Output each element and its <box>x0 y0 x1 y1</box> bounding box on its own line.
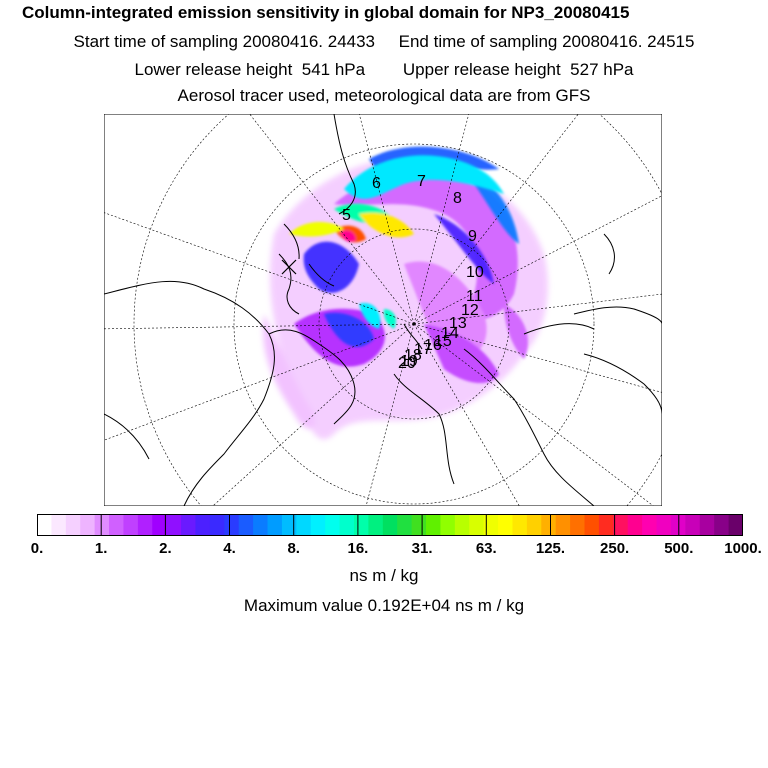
colorbar-cell <box>339 514 355 536</box>
colorbar-tick-label: 2. <box>159 540 172 557</box>
colorbar-tick-label: 1000. <box>724 540 762 557</box>
day-label: 6 <box>372 175 381 192</box>
colorbar-cell <box>166 514 182 536</box>
colorbar-tick-label: 63. <box>475 540 497 557</box>
colorbar-cell <box>310 514 326 536</box>
colorbar-cell <box>483 514 499 536</box>
colorbar-cell <box>440 514 456 536</box>
colorbar-cell <box>51 514 67 536</box>
colorbar-cell <box>368 514 384 536</box>
day-label: 19 <box>400 353 418 370</box>
colorbar-cell <box>454 514 470 536</box>
max-value-line: Maximum value 0.192E+04 ns m / kg <box>243 596 525 615</box>
colorbar-cell <box>281 514 297 536</box>
colorbar-tick-label: 125. <box>535 540 566 557</box>
colorbar-cell <box>296 514 312 536</box>
colorbar-cell <box>267 514 283 536</box>
colorbar-cell <box>65 514 81 536</box>
colorbar-cell <box>526 514 542 536</box>
graticule <box>104 114 662 506</box>
colorbar-cell <box>598 514 614 536</box>
day-label: 8 <box>453 190 462 207</box>
day-label: 11 <box>466 288 483 305</box>
colorbar-cell <box>685 514 701 536</box>
day-label: 7 <box>417 173 426 190</box>
colorbar-cell <box>613 514 629 536</box>
colorbar-cell <box>152 514 168 536</box>
plume-core <box>289 155 504 329</box>
colorbar-cell <box>137 514 153 536</box>
day-label: 10 <box>466 264 484 281</box>
day-label: 5 <box>342 207 351 224</box>
units-label: ns m / kg <box>349 566 419 585</box>
colorbar-cell <box>498 514 514 536</box>
colorbar-cell <box>253 514 269 536</box>
colorbar-cell <box>656 514 672 536</box>
colorbar-cell <box>584 514 600 536</box>
sampling-time-line: Start time of sampling 20080416. 24433 E… <box>73 32 695 51</box>
colorbar-cell <box>627 514 643 536</box>
colorbar-cell <box>353 514 369 536</box>
colorbar-cell <box>397 514 413 536</box>
day-label: 15 <box>434 333 452 350</box>
colorbar-cell <box>541 514 557 536</box>
tracer-info-line: Aerosol tracer used, meteorological data… <box>177 86 591 105</box>
day-label: 9 <box>468 228 477 245</box>
colorbar-cell <box>123 514 139 536</box>
colorbar-tick-label: 1. <box>94 540 108 557</box>
colorbar-cell <box>570 514 586 536</box>
colorbar-cell <box>728 514 743 536</box>
plot-title: Column-integrated emission sensitivity i… <box>22 3 630 22</box>
colorbar-cell <box>80 514 96 536</box>
day-label: 13 <box>449 315 467 332</box>
colorbar-tick-label: 8. <box>287 540 300 557</box>
colorbar-tick-label: 250. <box>600 540 630 557</box>
day-label: 17 <box>414 341 432 358</box>
colorbar-cell <box>209 514 225 536</box>
colorbar-cell <box>325 514 341 536</box>
day-label: 12 <box>461 302 479 319</box>
colorbar-cell <box>426 514 442 536</box>
colorbar-cell <box>469 514 485 536</box>
colorbar-cell <box>109 514 125 536</box>
day-label: 14 <box>441 325 459 342</box>
day-label: 16 <box>424 337 442 354</box>
colorbar-tick-label: 4. <box>223 540 236 557</box>
colorbar-cell <box>714 514 730 536</box>
colorbar-cell <box>181 514 197 536</box>
colorbar-cell <box>512 514 528 536</box>
day-label: 20 <box>398 355 416 372</box>
colorbar-cell <box>94 514 110 536</box>
colorbar <box>37 514 743 536</box>
colorbar-tick-label: 16. <box>347 540 369 557</box>
emission-sensitivity-map: 5 6 7 8 9 10 11 12 13 14 15 16 17 18 19 … <box>104 114 662 506</box>
colorbar-tick-label: 500. <box>664 540 694 557</box>
colorbar-cell <box>195 514 211 536</box>
coastlines <box>104 114 662 506</box>
colorbar-tick-label: 0. <box>30 540 44 557</box>
colorbar-cell <box>699 514 715 536</box>
colorbar-cell <box>224 514 240 536</box>
colorbar-tick-label: 31. <box>411 540 433 557</box>
colorbar-cell <box>555 514 571 536</box>
day-label: 18 <box>404 347 422 364</box>
colorbar-cell <box>642 514 658 536</box>
release-point-marker <box>281 259 297 275</box>
trajectory-day-labels: 5 6 7 8 9 10 11 12 13 14 15 16 17 18 19 … <box>342 173 484 372</box>
release-height-line: Lower release height 541 hPa Upper relea… <box>134 60 634 79</box>
colorbar-cell <box>238 514 254 536</box>
colorbar-cell <box>411 514 427 536</box>
colorbar-cell <box>37 514 53 536</box>
colorbar-cell <box>382 514 398 536</box>
